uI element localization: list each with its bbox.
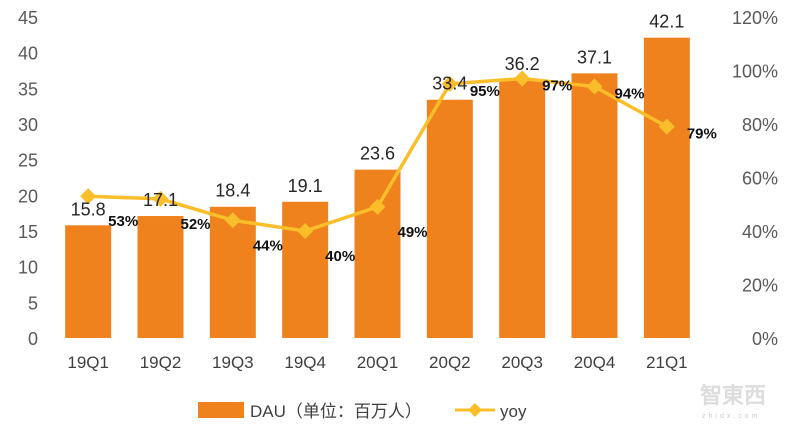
right-axis: 0% 20% 40% 60% 80% 100% 120%	[732, 8, 778, 349]
right-tick-label: 40%	[742, 222, 778, 242]
right-tick-label: 0%	[752, 329, 778, 349]
yoy-value-label: 97%	[542, 78, 572, 95]
right-tick-label: 100%	[732, 62, 778, 82]
bar-20Q4	[571, 73, 618, 338]
data-labels: 15.8 17.1 18.4 19.1 23.6 33.4 36.2 37.1 42.1 53% 5…	[71, 12, 717, 265]
bar-19Q4	[282, 201, 329, 338]
yoy-value-label: 52%	[181, 216, 211, 233]
bar-value-label: 42.1	[649, 12, 684, 32]
yoy-value-label: 44%	[253, 237, 283, 254]
yoy-value-label: 94%	[615, 86, 645, 103]
right-tick-label: 60%	[742, 169, 778, 189]
yoy-value-label: 53%	[108, 213, 138, 230]
right-tick-label: 120%	[732, 8, 778, 28]
x-tick-label: 19Q1	[67, 353, 109, 372]
bar-value-label: 15.8	[71, 199, 106, 219]
bar-21Q1	[643, 37, 690, 338]
left-tick-label: 35	[18, 79, 38, 99]
bar-20Q1	[354, 169, 401, 338]
right-tick-label: 20%	[742, 276, 778, 296]
line-series	[80, 70, 675, 239]
left-tick-label: 10	[18, 258, 38, 278]
left-tick-label: 5	[28, 293, 38, 313]
bar-value-label: 18.4	[215, 181, 250, 201]
yoy-value-label: 95%	[470, 83, 500, 100]
legend-swatch-dau	[198, 402, 244, 418]
bar-20Q2	[426, 99, 473, 338]
x-tick-label: 21Q1	[646, 353, 688, 372]
yoy-value-label: 79%	[687, 126, 717, 143]
bar-value-label: 33.4	[432, 74, 467, 94]
bar-19Q2	[137, 216, 184, 338]
x-axis: 19Q1 19Q2 19Q3 19Q4 20Q1 20Q2 20Q3 20Q4 21Q1	[67, 353, 687, 372]
watermark-logo: 智東西 zhidx.com	[700, 383, 766, 420]
yoy-marker-19Q1	[80, 188, 97, 205]
x-tick-label: 20Q1	[357, 353, 399, 372]
bar-19Q3	[209, 206, 256, 338]
left-tick-label: 15	[18, 222, 38, 242]
yoy-marker-19Q4	[297, 223, 314, 239]
yoy-value-label: 40%	[325, 248, 355, 265]
yoy-marker-20Q2	[441, 75, 458, 92]
legend-label-dau: DAU（单位：百万人）	[250, 402, 422, 421]
yoy-marker-20Q1	[369, 198, 386, 215]
bar-value-label: 36.2	[505, 54, 540, 74]
left-tick-label: 20	[18, 186, 38, 206]
bar-value-label: 37.1	[577, 47, 612, 67]
left-tick-label: 40	[18, 44, 38, 64]
legend-label-yoy: yoy	[500, 402, 527, 421]
left-axis: 0 5 10 15 20 25 30 35 40 45	[18, 8, 38, 349]
bar-value-label: 23.6	[360, 144, 395, 164]
yoy-marker-19Q2	[152, 190, 169, 207]
left-tick-label: 30	[18, 115, 38, 135]
x-tick-label: 19Q4	[284, 353, 326, 372]
x-tick-label: 20Q4	[574, 353, 616, 372]
x-tick-label: 20Q2	[429, 353, 471, 372]
yoy-marker-20Q4	[586, 78, 603, 95]
x-tick-label: 19Q2	[140, 353, 182, 372]
svg-text:智東西: 智東西	[700, 383, 766, 408]
left-tick-label: 25	[18, 151, 38, 171]
x-tick-label: 19Q3	[212, 353, 254, 372]
yoy-marker-21Q1	[658, 118, 675, 135]
bar-value-label: 17.1	[143, 190, 178, 210]
legend: DAU（单位：百万人） yoy	[198, 402, 527, 421]
bar-19Q1	[65, 225, 112, 338]
yoy-value-label: 49%	[398, 224, 428, 241]
bar-20Q3	[499, 79, 546, 339]
svg-text:zhidx.com: zhidx.com	[702, 413, 761, 420]
bar-value-label: 19.1	[288, 176, 323, 196]
yoy-marker-20Q3	[514, 70, 531, 87]
right-tick-label: 80%	[742, 115, 778, 135]
left-tick-label: 45	[18, 8, 38, 28]
left-tick-label: 0	[28, 329, 38, 349]
x-tick-label: 20Q3	[501, 353, 543, 372]
yoy-marker-19Q3	[224, 212, 241, 229]
legend-swatch-yoy-marker	[468, 403, 482, 417]
